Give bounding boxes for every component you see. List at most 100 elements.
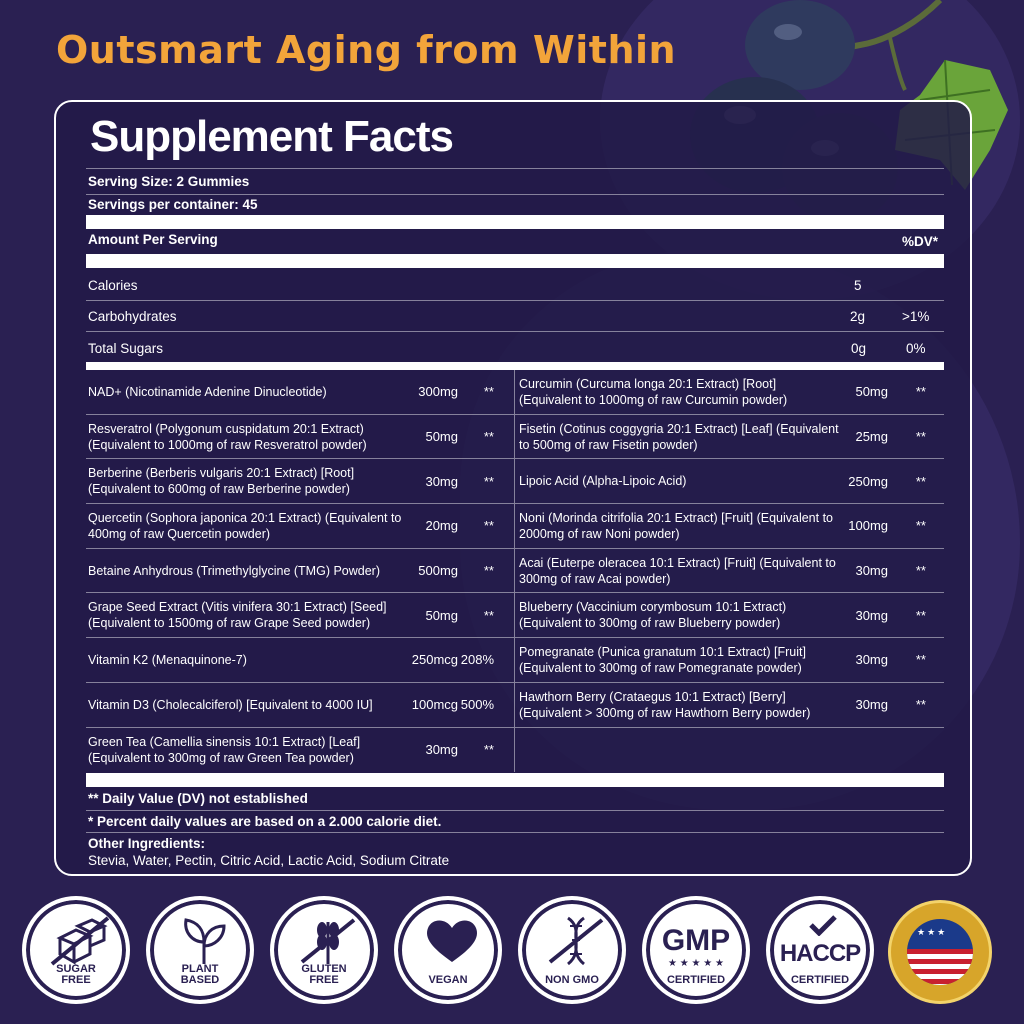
ingredient-row: Noni (Morinda citrifolia 20:1 Extract) [… [515,504,944,549]
sugar-cubes-icon [50,916,110,966]
ingredient-dv: ** [483,563,494,579]
ingredient-amount: 30mg [855,607,888,623]
badge-label: PLANT BASED [180,963,220,986]
ingredient-row: Resveratrol (Polygonum cuspidatum 20:1 E… [86,415,514,460]
ingredient-name: Grape Seed Extract (Vitis vinifera 30:1 … [88,600,387,631]
ingredient-name: NAD+ (Nicotinamide Adenine Dinucleotide) [88,384,327,399]
ingredient-amount: 30mg [855,563,888,579]
badge-label: VEGAN [428,974,468,986]
nutrient-dv: >1% [902,309,930,324]
ingredient-amount: 30mg [425,742,458,758]
ingredient-amount: 100mg [848,518,888,534]
ingredient-dv: ** [483,473,494,489]
badge-gmp-certified: GMP ★ ★ ★ ★ ★ CERTIFIED [642,896,750,1004]
checkmark-icon [809,915,837,936]
ingredient-name: Resveratrol (Polygonum cuspidatum 20:1 E… [88,421,367,452]
badge-sugar-free: SUGAR FREE [22,896,130,1004]
ingredient-name: Fisetin (Cotinus coggygria 20:1 Extract)… [519,421,839,452]
ingredient-name: Curcumin (Curcuma longa 20:1 Extract) [R… [519,376,788,407]
ingredient-amount: 30mg [855,697,888,713]
supplement-facts-panel [54,100,972,876]
thick-divider [86,215,944,229]
ingredient-row: Vitamin D3 (Cholecalciferol) [Equivalent… [86,683,514,728]
divider [86,300,944,301]
ingredient-dv: ** [915,429,926,445]
heart-icon [427,920,477,962]
ingredient-dv: ** [483,607,494,623]
divider [86,194,944,195]
badge-haccp-certified: HACCP CERTIFIED [766,896,874,1004]
badge-label: SUGAR FREE [56,963,96,986]
ingredient-name: Green Tea (Camellia sinensis 10:1 Extrac… [88,734,361,765]
ingredient-name: Vitamin K2 (Menaquinone-7) [88,652,247,667]
ingredient-dv: ** [915,518,926,534]
ingredient-name: Quercetin (Sophora japonica 20:1 Extract… [88,510,402,541]
ingredient-amount: 50mg [425,429,458,445]
ingredient-amount: 20mg [425,518,458,534]
ingredient-dv: 208% [460,652,494,668]
ingredient-amount: 500mg [418,563,458,579]
ingredient-row: Grape Seed Extract (Vitis vinifera 30:1 … [86,593,514,639]
sprout-icon [184,918,226,964]
badge-vegan: VEGAN [394,896,502,1004]
ingredient-dv: ** [483,429,494,445]
wheat-icon [300,918,356,964]
divider [86,331,944,332]
facts-title: Supplement Facts [90,112,454,161]
ingredient-amount: 50mg [425,607,458,623]
serving-size: Serving Size: 2 Gummies [88,174,250,189]
ingredient-dv: ** [915,384,926,400]
badge-label: CERTIFIED [666,974,726,986]
ingredient-dv: ** [915,607,926,623]
ingredient-row: Curcumin (Curcuma longa 20:1 Extract) [R… [515,370,944,415]
nutrient-name: Total Sugars [88,341,164,356]
nutrient-name: Calories [88,278,138,293]
ingredient-name: Blueberry (Vaccinium corymbosum 10:1 Ext… [519,600,787,631]
ingredient-dv: ** [915,563,926,579]
ingredient-row: NAD+ (Nicotinamide Adenine Dinucleotide)… [86,370,514,415]
badge-label: GLUTEN FREE [301,963,347,986]
ingredient-row: Fisetin (Cotinus coggygria 20:1 Extract)… [515,415,944,460]
dv-note: ** Daily Value (DV) not established [88,791,308,806]
ingredient-name: Noni (Morinda citrifolia 20:1 Extract) [… [519,510,834,541]
ingredient-name: Acai (Euterpe oleracea 10:1 Extract) [Fr… [519,555,836,586]
dv-header: %DV* [902,234,939,249]
ingredient-amount: 100mcg [411,697,458,713]
ingredient-dv: ** [483,742,494,758]
ingredient-dv: ** [915,697,926,713]
ingredient-row: Acai (Euterpe oleracea 10:1 Extract) [Fr… [515,549,944,594]
ingredient-name: Berberine (Berberis vulgaris 20:1 Extrac… [88,466,355,497]
gmp-icon: GMP [661,924,731,957]
dna-icon [548,916,604,966]
nutrient-dv: 0% [906,341,926,356]
ingredient-row: Pomegranate (Punica granatum 10:1 Extrac… [515,638,944,683]
ingredients-left-column: NAD+ (Nicotinamide Adenine Dinucleotide)… [86,370,514,772]
headline: Outsmart Aging from Within [56,28,677,72]
divider [86,168,944,169]
ingredient-row: Berberine (Berberis vulgaris 20:1 Extrac… [86,459,514,505]
thick-divider [86,254,944,268]
ingredient-dv: 500% [460,697,494,713]
ingredient-row: Quercetin (Sophora japonica 20:1 Extract… [86,504,514,549]
ingredient-row: Green Tea (Camellia sinensis 10:1 Extrac… [86,728,514,773]
percent-note: * Percent daily values are based on a 2.… [88,814,442,829]
ingredient-name: Vitamin D3 (Cholecalciferol) [Equivalent… [88,697,373,712]
nutrient-amount: 5 [854,278,862,293]
ingredient-amount: 250mg [848,473,888,489]
servings-per-container: Servings per container: 45 [88,197,258,212]
nutrient-amount: 0g [851,341,867,356]
haccp-text: HACCP [779,940,861,967]
ingredient-amount: 300mg [418,384,458,400]
badge-label: CERTIFIED [790,974,850,986]
ingredient-amount: 50mg [855,384,888,400]
ingredient-dv: ** [483,518,494,534]
ingredient-amount: 30mg [855,652,888,668]
other-ingredients-label: Other Ingredients: [88,836,206,851]
divider [86,832,944,833]
ingredient-name: Pomegranate (Punica granatum 10:1 Extrac… [519,644,806,675]
amount-per-serving: Amount Per Serving [88,232,218,247]
thick-divider [86,773,944,787]
ingredient-amount: 30mg [425,473,458,489]
ingredient-row: Blueberry (Vaccinium corymbosum 10:1 Ext… [515,593,944,639]
us-flag-seal-icon: ★★★ [888,900,992,1004]
